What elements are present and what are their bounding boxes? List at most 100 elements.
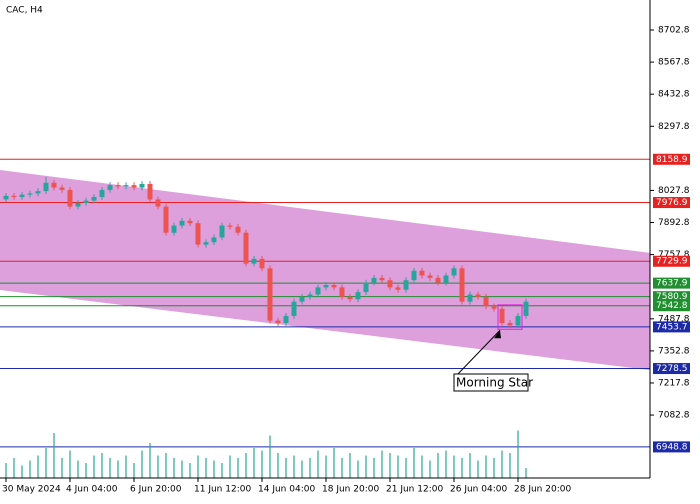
level-label-box — [653, 277, 690, 289]
candle-body — [427, 275, 433, 278]
candle-body — [155, 199, 161, 207]
y-tick-label: 7217.8 — [658, 378, 690, 388]
candle-body — [163, 206, 169, 233]
candle-body — [67, 189, 73, 207]
x-tick-label: 21 Jun 12:00 — [386, 485, 443, 495]
level-label-box — [653, 291, 690, 303]
x-tick-label: 6 Jun 20:00 — [130, 485, 182, 495]
level-label-box — [653, 441, 690, 453]
candle-body — [379, 277, 385, 281]
candle-body — [203, 242, 209, 245]
y-tick-label: 7352.8 — [658, 346, 690, 356]
volume-layer — [5, 430, 527, 478]
candle-body — [147, 183, 153, 200]
candle-body — [387, 280, 393, 288]
candle-body — [403, 280, 409, 290]
candle-body — [363, 282, 369, 293]
candle-body — [267, 268, 273, 321]
candle-body — [171, 225, 177, 233]
level-label: 7542.8 — [656, 301, 688, 311]
candles-layer — [3, 176, 529, 329]
candle-body — [483, 296, 489, 307]
candle-body — [523, 301, 529, 316]
y-tick-label: 8027.8 — [658, 186, 690, 196]
candle-body — [411, 270, 417, 281]
candle-body — [395, 287, 401, 290]
candle-body — [291, 301, 297, 316]
candle-body — [475, 294, 481, 297]
candle-body — [195, 223, 201, 245]
level-label-box — [653, 153, 690, 165]
candle-body — [251, 258, 257, 264]
candle-body — [99, 189, 105, 198]
candle-body — [107, 185, 113, 190]
chart-title: CAC, H4 — [6, 6, 43, 16]
candle-body — [35, 191, 41, 194]
candle-body — [347, 296, 353, 300]
candle-body — [299, 296, 305, 302]
x-tick-label: 18 Jun 20:00 — [322, 485, 379, 495]
y-tick-label: 7892.8 — [658, 218, 690, 228]
candle-body — [11, 195, 17, 198]
candle-body — [499, 308, 505, 324]
axis-layer: 8702.8 8567.8 8432.8 8297.8 8027.8 7892.8 7757… — [0, 0, 690, 495]
level-label-box — [653, 300, 690, 312]
candle-body — [43, 182, 49, 192]
candle-body — [83, 200, 89, 203]
candle-body — [91, 197, 97, 201]
arrow-head — [494, 330, 501, 339]
candle-body — [219, 225, 225, 238]
candle-body — [75, 202, 81, 207]
x-tick-label: 4 Jun 04:00 — [66, 485, 118, 495]
level-label: 8158.9 — [656, 155, 688, 165]
candle-body — [131, 185, 137, 188]
candle-body — [435, 277, 441, 283]
level-label: 7976.9 — [656, 198, 688, 208]
candle-body — [459, 268, 465, 302]
candle-body — [331, 284, 337, 288]
candle-body — [467, 294, 473, 302]
candle-body — [515, 315, 521, 326]
x-tick-label: 28 Jun 20:00 — [514, 485, 571, 495]
candle-body — [187, 220, 193, 224]
level-label: 6948.8 — [656, 442, 688, 452]
candle-body — [371, 277, 377, 283]
level-label: 7637.9 — [656, 279, 688, 289]
candle-body — [59, 187, 65, 190]
candle-body — [443, 275, 449, 283]
candle-body — [179, 220, 185, 226]
y-tick-label: 8432.8 — [658, 90, 690, 100]
candle-body — [235, 226, 241, 233]
candle-body — [419, 270, 425, 276]
candle-body — [227, 225, 233, 227]
candle-body — [339, 287, 345, 297]
candle-body — [315, 287, 321, 295]
y-tick-label: 7487.8 — [658, 314, 690, 324]
level-label: 7453.7 — [656, 322, 688, 332]
level-label-box — [653, 321, 690, 333]
channel-layer — [0, 169, 650, 371]
x-tick-label: 30 May 2024 — [2, 485, 61, 495]
candle-body — [243, 232, 249, 264]
candle-body — [275, 320, 281, 324]
candle-body — [491, 306, 497, 309]
candle-body — [19, 194, 25, 198]
level-label-box — [653, 255, 690, 267]
candle-body — [283, 315, 289, 324]
annotation-box — [453, 373, 529, 392]
y-tick-label: 8297.8 — [658, 122, 690, 132]
x-tick-label: 11 Jun 12:00 — [194, 485, 251, 495]
candle-body — [323, 284, 329, 288]
level-label-box — [653, 197, 690, 209]
y-tick-label: 8702.8 — [658, 25, 690, 35]
candle-body — [3, 195, 9, 200]
level-label-box — [653, 363, 690, 375]
level-label: 7580.9 — [656, 292, 688, 302]
x-tick-label: 26 Jun 04:00 — [450, 485, 507, 495]
level-label: 7278.5 — [656, 364, 688, 374]
candle-body — [211, 237, 217, 243]
x-tick-label: 14 Jun 04:00 — [258, 485, 315, 495]
pattern-arrow — [455, 329, 501, 377]
candle-body — [507, 323, 513, 326]
candle-body — [27, 193, 33, 195]
